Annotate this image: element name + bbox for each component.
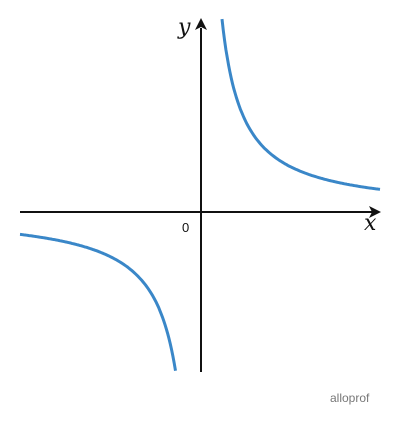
- y-arrow: [195, 18, 207, 30]
- origin-label: 0: [182, 220, 189, 235]
- curve-right: [220, 18, 381, 191]
- x-label: x: [364, 211, 377, 236]
- y-label: y: [177, 15, 191, 40]
- curve-left: [19, 232, 177, 372]
- x-arrow: [369, 206, 381, 218]
- watermark: alloprof: [330, 391, 370, 405]
